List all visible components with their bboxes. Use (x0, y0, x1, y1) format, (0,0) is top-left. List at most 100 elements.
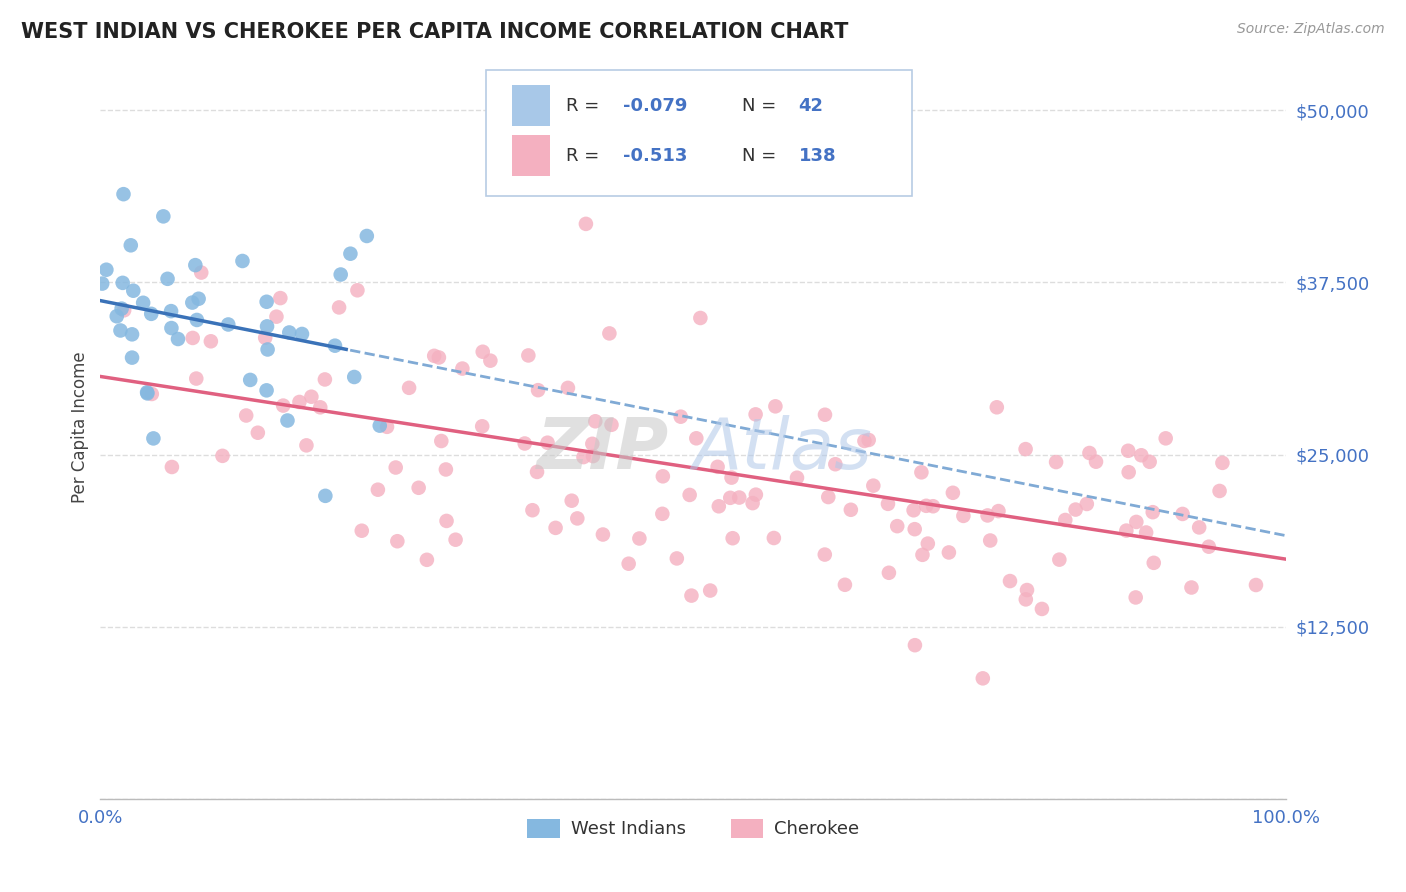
Point (679, 488, 702, 502)
Point (1154, 431, 1177, 445)
Point (567, 511, 589, 525)
Point (152, 210, 174, 224)
Point (582, 449, 605, 463)
Point (741, 496, 763, 510)
Point (1198, 540, 1220, 554)
Point (1188, 520, 1211, 534)
Point (375, 420, 398, 434)
Point (112, 303, 135, 318)
Point (513, 436, 536, 450)
Point (246, 425, 269, 440)
Point (156, 272, 179, 286)
Point (387, 534, 409, 549)
Point (1125, 515, 1147, 529)
Point (256, 384, 278, 398)
Point (877, 566, 900, 580)
Point (904, 638, 927, 652)
Point (976, 508, 998, 523)
Point (217, 318, 239, 332)
Point (328, 301, 350, 315)
Point (288, 395, 311, 409)
Point (295, 438, 318, 452)
Point (160, 460, 183, 475)
Point (911, 548, 934, 562)
Point (917, 536, 939, 550)
Point (112, 187, 135, 202)
Point (886, 519, 908, 533)
Point (1139, 455, 1161, 469)
Text: R =: R = (567, 146, 606, 164)
Point (329, 268, 352, 282)
Point (136, 385, 159, 400)
Point (187, 292, 209, 306)
Point (910, 466, 932, 480)
Point (1064, 502, 1087, 516)
Point (522, 503, 544, 517)
Point (592, 527, 614, 541)
Point (1211, 456, 1233, 470)
Point (1031, 602, 1053, 616)
Point (762, 531, 785, 545)
Point (235, 409, 257, 423)
Point (346, 283, 368, 297)
Text: R =: R = (567, 96, 606, 115)
Point (121, 351, 143, 365)
Point (167, 332, 190, 346)
Point (728, 491, 751, 505)
Point (669, 409, 692, 424)
Point (299, 390, 322, 404)
Point (1244, 578, 1267, 592)
Point (557, 381, 579, 395)
Text: N =: N = (742, 146, 782, 164)
Point (256, 319, 278, 334)
Point (1047, 552, 1070, 566)
Point (1143, 556, 1166, 570)
Point (922, 500, 945, 514)
Point (1078, 446, 1101, 460)
Point (266, 310, 288, 324)
FancyBboxPatch shape (485, 70, 912, 196)
Point (952, 508, 974, 523)
Point (398, 381, 420, 395)
Point (451, 361, 474, 376)
Point (915, 499, 938, 513)
Point (136, 386, 159, 401)
Point (256, 294, 278, 309)
Point (598, 326, 620, 341)
Point (1208, 483, 1230, 498)
Point (1180, 581, 1202, 595)
Point (471, 419, 494, 434)
Point (190, 266, 212, 280)
Point (877, 497, 900, 511)
Point (141, 387, 163, 401)
Point (434, 462, 457, 476)
Point (423, 349, 446, 363)
Point (111, 276, 134, 290)
Text: Source: ZipAtlas.com: Source: ZipAtlas.com (1237, 22, 1385, 37)
Point (184, 258, 207, 272)
Point (309, 401, 332, 415)
Point (744, 408, 766, 422)
Text: Atlas: Atlas (693, 415, 873, 483)
Point (181, 295, 204, 310)
Point (1118, 465, 1140, 479)
Point (323, 339, 346, 353)
Point (517, 348, 540, 362)
Point (786, 471, 808, 485)
Point (356, 229, 378, 244)
Point (834, 578, 856, 592)
Point (628, 532, 651, 546)
Point (110, 301, 132, 316)
Point (707, 500, 730, 514)
Point (384, 460, 406, 475)
Point (998, 574, 1021, 588)
Point (706, 459, 728, 474)
Point (1076, 497, 1098, 511)
Point (1116, 443, 1139, 458)
Point (142, 431, 165, 445)
Point (256, 343, 278, 357)
Legend: West Indians, Cherokee: West Indians, Cherokee (520, 812, 866, 846)
Point (186, 313, 208, 327)
Point (572, 450, 595, 464)
Point (745, 488, 768, 502)
